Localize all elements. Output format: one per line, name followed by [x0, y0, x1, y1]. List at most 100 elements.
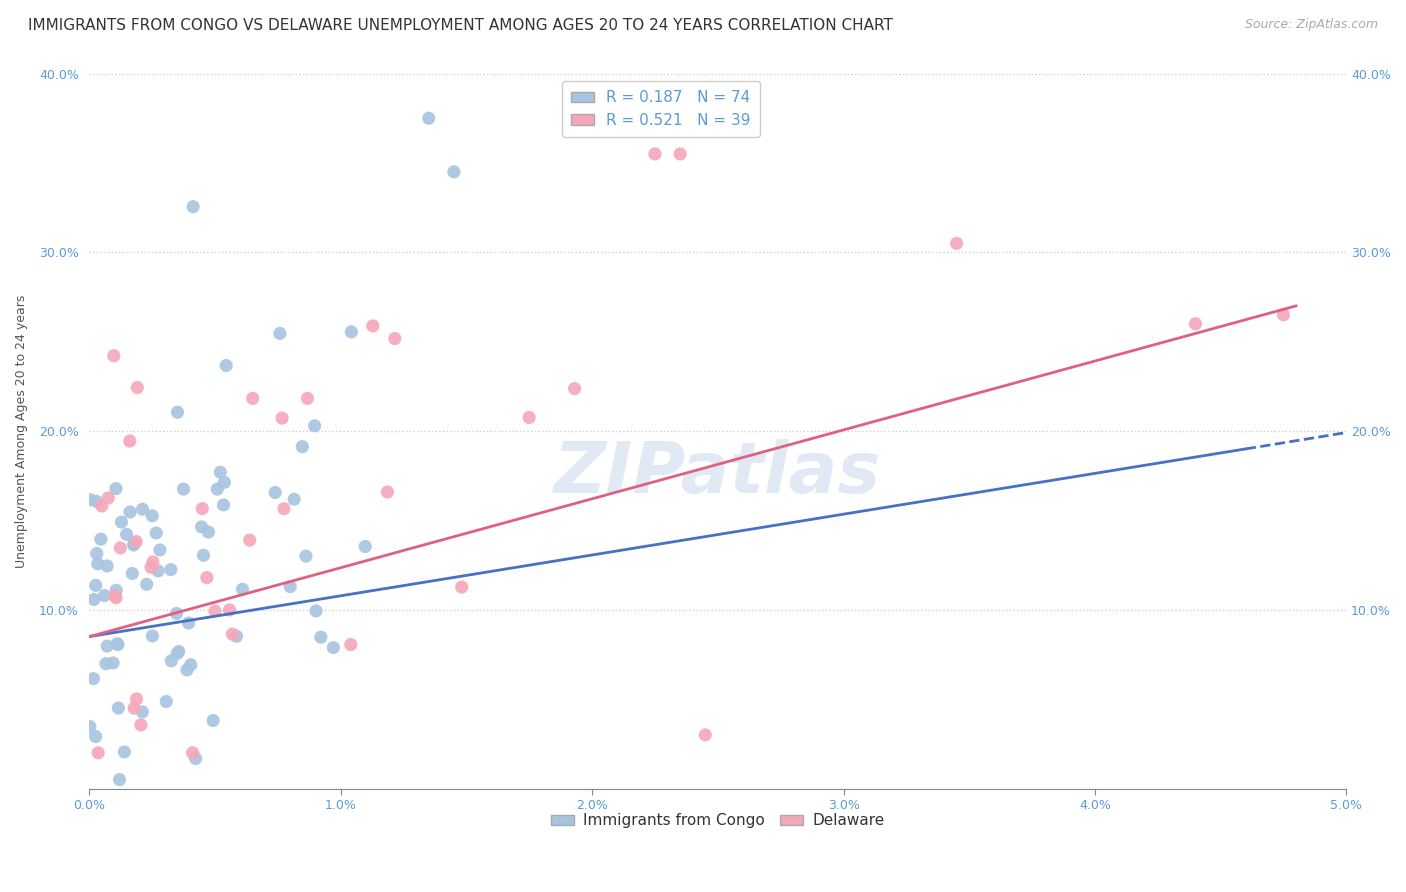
- Point: [122, 538, 145, 552]
- Point: [86, 494, 108, 508]
- Point: [90, 532, 112, 546]
- Point: [125, 534, 148, 549]
- Point: [204, 604, 226, 618]
- Point: [225, 629, 247, 643]
- Point: [101, 656, 124, 670]
- Point: [305, 604, 328, 618]
- Point: [354, 540, 377, 554]
- Point: [177, 616, 200, 631]
- Point: [166, 405, 188, 419]
- Point: [564, 382, 586, 396]
- Point: [278, 580, 301, 594]
- Point: [450, 580, 472, 594]
- Point: [202, 714, 225, 728]
- Point: [273, 501, 295, 516]
- Point: [107, 701, 129, 715]
- Point: [115, 527, 138, 541]
- Point: [122, 537, 145, 551]
- Point: [384, 332, 406, 346]
- Point: [443, 165, 465, 179]
- Text: Source: ZipAtlas.com: Source: ZipAtlas.com: [1244, 18, 1378, 31]
- Point: [190, 520, 212, 534]
- Point: [103, 349, 125, 363]
- Point: [145, 526, 167, 541]
- Point: [340, 638, 363, 652]
- Point: [291, 440, 314, 454]
- Point: [105, 637, 128, 651]
- Point: [86, 557, 108, 571]
- Point: [195, 571, 218, 585]
- Point: [110, 515, 132, 529]
- Point: [669, 147, 692, 161]
- Point: [377, 485, 399, 500]
- Point: [283, 492, 305, 507]
- Point: [84, 578, 107, 592]
- Point: [184, 751, 207, 765]
- Point: [218, 603, 240, 617]
- Point: [112, 745, 135, 759]
- Point: [160, 654, 183, 668]
- Point: [517, 410, 540, 425]
- Point: [269, 326, 291, 341]
- Point: [340, 325, 363, 339]
- Point: [166, 607, 188, 621]
- Point: [141, 508, 163, 523]
- Point: [207, 482, 229, 496]
- Point: [418, 112, 440, 126]
- Point: [695, 728, 717, 742]
- Point: [295, 549, 318, 563]
- Point: [84, 730, 107, 744]
- Point: [181, 200, 204, 214]
- Point: [304, 418, 326, 433]
- Point: [105, 583, 128, 598]
- Point: [239, 533, 262, 548]
- Point: [122, 701, 145, 715]
- Point: [644, 147, 666, 161]
- Y-axis label: Unemployment Among Ages 20 to 24 years: Unemployment Among Ages 20 to 24 years: [15, 294, 28, 567]
- Point: [86, 547, 108, 561]
- Point: [361, 318, 384, 333]
- Point: [96, 558, 118, 573]
- Point: [87, 746, 110, 760]
- Point: [131, 705, 153, 719]
- Point: [93, 589, 115, 603]
- Point: [309, 630, 332, 644]
- Point: [97, 491, 120, 505]
- Point: [121, 566, 143, 581]
- Point: [82, 672, 104, 686]
- Point: [212, 498, 235, 512]
- Point: [127, 381, 149, 395]
- Point: [167, 644, 190, 658]
- Point: [108, 772, 131, 787]
- Point: [141, 629, 163, 643]
- Point: [191, 501, 214, 516]
- Point: [221, 627, 243, 641]
- Point: [131, 502, 153, 516]
- Point: [107, 638, 129, 652]
- Point: [166, 646, 188, 660]
- Point: [181, 746, 204, 760]
- Point: [322, 640, 344, 655]
- Point: [135, 577, 157, 591]
- Point: [271, 411, 294, 425]
- Point: [176, 663, 198, 677]
- Point: [264, 485, 287, 500]
- Point: [110, 541, 132, 555]
- Point: [118, 434, 141, 448]
- Text: ZIPatlas: ZIPatlas: [554, 440, 882, 508]
- Point: [945, 236, 967, 251]
- Point: [90, 499, 112, 513]
- Point: [160, 563, 183, 577]
- Point: [83, 592, 105, 607]
- Point: [139, 560, 162, 574]
- Point: [1272, 308, 1295, 322]
- Point: [104, 482, 127, 496]
- Point: [79, 720, 101, 734]
- Point: [146, 564, 169, 578]
- Point: [197, 525, 219, 540]
- Point: [242, 392, 264, 406]
- Legend: Immigrants from Congo, Delaware: Immigrants from Congo, Delaware: [546, 807, 890, 835]
- Point: [193, 549, 215, 563]
- Point: [155, 694, 177, 708]
- Point: [79, 492, 101, 507]
